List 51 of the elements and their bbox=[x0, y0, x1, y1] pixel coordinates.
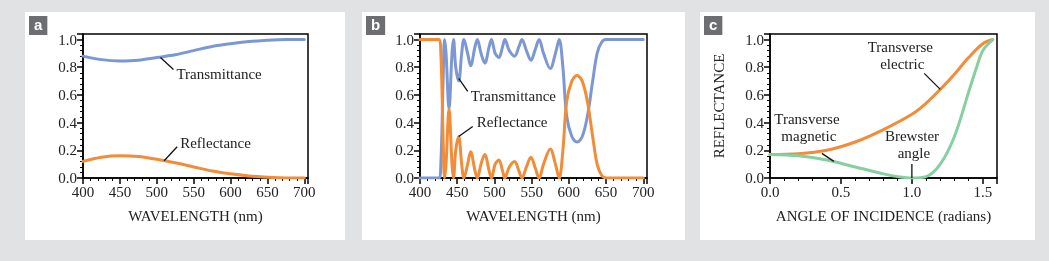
y-tick-label: 0.8 bbox=[395, 59, 414, 76]
x-axis-title: WAVELENGTH (nm) bbox=[128, 207, 263, 225]
y-tick-label: 0.2 bbox=[58, 142, 77, 159]
y-tick-label: 0.6 bbox=[745, 86, 765, 103]
x-tick-label: 650 bbox=[594, 183, 618, 200]
x-tick-label: 500 bbox=[145, 183, 169, 200]
y-tick-label: 0.0 bbox=[395, 170, 414, 186]
x-tick-label: 400 bbox=[408, 183, 432, 200]
y-tick-label: 0.0 bbox=[58, 170, 77, 186]
x-tick-label: 450 bbox=[108, 183, 132, 200]
x-tick-label: 0.0 bbox=[760, 183, 780, 200]
annotation: Transverse magnetic bbox=[774, 110, 844, 144]
y-tick-label: 0.4 bbox=[58, 114, 78, 131]
y-tick-label: 0.4 bbox=[745, 114, 765, 131]
annotation: Reflectance bbox=[476, 114, 548, 131]
x-tick-label: 700 bbox=[293, 183, 316, 200]
annotation: Transverse electric bbox=[867, 38, 937, 72]
x-tick-label: 500 bbox=[483, 183, 506, 200]
chart-title: c bbox=[709, 16, 718, 33]
x-tick-label: 0.5 bbox=[831, 183, 851, 200]
line-series bbox=[81, 38, 306, 63]
x-tick-label: 550 bbox=[182, 183, 205, 200]
chart-title: b bbox=[371, 16, 381, 33]
x-tick-label: 450 bbox=[445, 183, 469, 200]
annotation: Brewster angle bbox=[884, 127, 943, 161]
y-tick-label: 0.4 bbox=[395, 114, 415, 131]
annotation: Reflectance bbox=[180, 134, 252, 151]
y-tick-label: 0.8 bbox=[745, 59, 764, 76]
y-tick-label: 0.2 bbox=[745, 142, 764, 159]
x-tick-label: 700 bbox=[632, 183, 655, 200]
y-tick-label: 0.6 bbox=[58, 86, 78, 103]
chart-title: a bbox=[34, 16, 43, 33]
x-tick-label: 1.0 bbox=[902, 183, 922, 200]
x-axis-title: ANGLE OF INCIDENCE (radians) bbox=[775, 207, 992, 225]
x-axis-title: WAVELENGTH (nm) bbox=[466, 207, 601, 225]
y-tick-label: 0.6 bbox=[395, 86, 415, 103]
y-tick-label: 0.2 bbox=[395, 142, 414, 159]
x-tick-label: 650 bbox=[256, 183, 279, 200]
x-tick-label: 600 bbox=[557, 183, 581, 200]
x-tick-label: 600 bbox=[219, 183, 242, 200]
y-tick-label: 1.0 bbox=[58, 31, 77, 48]
annotation: Transmittance bbox=[176, 65, 263, 82]
y-tick-label: 1.0 bbox=[745, 31, 764, 48]
x-tick-label: 400 bbox=[71, 183, 95, 200]
y-tick-label: 0.8 bbox=[58, 59, 77, 76]
y-axis-title: REFLECTANCE bbox=[710, 53, 727, 159]
y-tick-label: 1.0 bbox=[395, 31, 414, 48]
y-tick-label: 0.0 bbox=[745, 170, 764, 186]
annotation: Transmittance bbox=[470, 88, 557, 105]
x-tick-label: 550 bbox=[520, 183, 543, 200]
x-tick-label: 1.5 bbox=[973, 183, 993, 200]
